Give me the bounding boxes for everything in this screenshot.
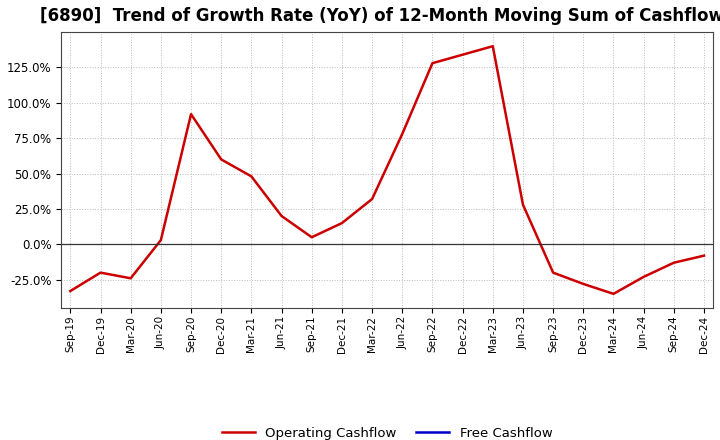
Operating Cashflow — [307, 235, 316, 240]
Operating Cashflow — [368, 196, 377, 202]
Operating Cashflow — [96, 270, 105, 275]
Operating Cashflow — [459, 52, 467, 57]
Operating Cashflow — [488, 44, 497, 49]
Operating Cashflow — [338, 220, 346, 226]
Operating Cashflow — [549, 270, 557, 275]
Operating Cashflow — [398, 131, 407, 136]
Operating Cashflow — [518, 202, 527, 207]
Operating Cashflow — [156, 238, 165, 243]
Operating Cashflow — [428, 61, 437, 66]
Title: [6890]  Trend of Growth Rate (YoY) of 12-Month Moving Sum of Cashflows: [6890] Trend of Growth Rate (YoY) of 12-… — [40, 7, 720, 25]
Operating Cashflow — [66, 288, 75, 293]
Operating Cashflow — [247, 174, 256, 179]
Operating Cashflow — [217, 157, 225, 162]
Operating Cashflow — [579, 281, 588, 286]
Operating Cashflow — [609, 291, 618, 297]
Line: Operating Cashflow: Operating Cashflow — [71, 46, 704, 294]
Operating Cashflow — [127, 275, 135, 281]
Operating Cashflow — [186, 111, 195, 117]
Operating Cashflow — [700, 253, 708, 258]
Operating Cashflow — [670, 260, 678, 265]
Legend: Operating Cashflow, Free Cashflow: Operating Cashflow, Free Cashflow — [217, 422, 558, 440]
Operating Cashflow — [277, 213, 286, 219]
Operating Cashflow — [639, 274, 648, 279]
